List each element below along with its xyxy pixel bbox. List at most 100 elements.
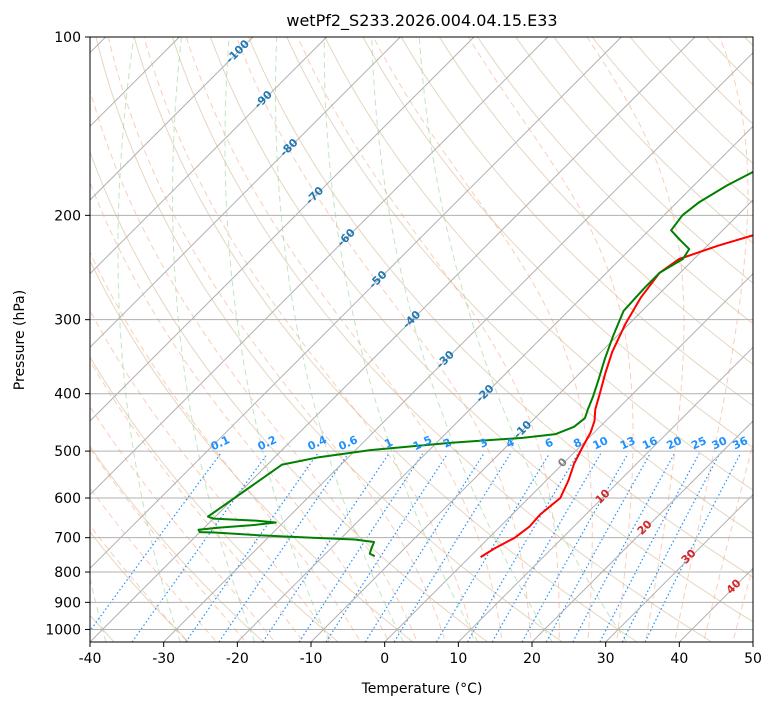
dry-adiabat-line xyxy=(438,37,753,366)
isotherm-line xyxy=(310,199,753,642)
moist-adiabat-line xyxy=(90,360,305,642)
dry-adiabat-line xyxy=(90,356,339,642)
mixing-ratio-line xyxy=(572,453,675,642)
x-tick-label: 0 xyxy=(380,651,389,667)
moist-adiabat-line xyxy=(372,37,593,642)
dry-adiabat-line xyxy=(477,37,753,325)
isotherm-line xyxy=(90,37,696,642)
mixing-ratio-line xyxy=(298,453,424,642)
y-tick-label: 1000 xyxy=(45,622,81,638)
temperature-line xyxy=(480,234,753,558)
pressure-gridlines xyxy=(90,37,753,630)
dry-adiabat-line xyxy=(95,37,563,642)
mixing-ratio-label: 20 xyxy=(665,434,685,452)
x-axis-ticks: -40 -30 -20 -10 0 10 20 30 40 50 xyxy=(79,642,762,667)
green-dashed-line xyxy=(90,575,107,642)
isotherm-line xyxy=(457,346,753,642)
mixing-ratio-label: 10 xyxy=(591,434,611,452)
mixing-ratio-label: 6 xyxy=(543,436,556,451)
mixing-ratio-line xyxy=(90,453,221,632)
dry-adiabat-line xyxy=(744,37,753,47)
dry-adiabat-line xyxy=(706,37,753,86)
y-tick-label: 600 xyxy=(54,491,81,507)
dry-adiabat-line xyxy=(133,37,638,642)
isotherm-line xyxy=(605,493,753,642)
moist-adiabat-line xyxy=(236,37,532,642)
moist-adiabat-line xyxy=(297,37,560,642)
mixing-ratio-line xyxy=(621,453,721,642)
isotherm-line xyxy=(90,37,475,422)
isotherms xyxy=(90,37,753,642)
y-tick-label: 900 xyxy=(54,595,81,611)
chart-title: wetPf2_S233.2026.004.04.15.E33 xyxy=(286,11,557,31)
moist-adiabat-line xyxy=(90,447,247,642)
y-axis-label: Pressure (hPa) xyxy=(12,290,28,390)
line-labels: -100-90-80-70-60-50-40-30-20-100.1 0.2 0.4… xyxy=(209,37,751,597)
mixing-ratio-label: 1.5 xyxy=(411,433,434,453)
moist-adiabat-line xyxy=(143,37,475,642)
moist-adiabat-line xyxy=(107,37,447,642)
mixing-ratio-line xyxy=(521,453,629,642)
moist-adiabat-line xyxy=(90,524,188,642)
dry-adiabat-line xyxy=(248,37,753,578)
mixing-ratio-label: 0.2 xyxy=(256,433,279,453)
moist-adiabat-line xyxy=(90,88,418,642)
dry-adiabat-line xyxy=(90,150,488,642)
mixing-ratio-line xyxy=(599,453,700,642)
x-tick-label: 30 xyxy=(597,651,615,667)
dry-adiabat-line xyxy=(90,531,190,642)
moist-adiabat-label: 30 xyxy=(679,546,699,566)
dry-adiabat-line xyxy=(629,37,753,165)
isotherm-line xyxy=(90,37,401,349)
dewpoint-line xyxy=(197,170,753,558)
mixing-ratio-label: 16 xyxy=(640,434,660,452)
x-tick-label: 40 xyxy=(670,651,688,667)
plot-area: -100-90-80-70-60-50-40-30-20-100.1 0.2 0.4… xyxy=(90,37,753,642)
moist-adiabat-line xyxy=(90,309,333,642)
moist-adiabat-line xyxy=(90,180,390,642)
mixing-ratio-line xyxy=(466,453,579,642)
isotherm-line xyxy=(163,51,753,642)
mixing-ratio-line xyxy=(218,453,349,642)
y-tick-label: 100 xyxy=(54,30,81,46)
green-dashed-line xyxy=(418,37,627,642)
dry-adiabat-line xyxy=(400,37,753,407)
isotherm-line xyxy=(236,125,753,642)
dry-adiabats xyxy=(90,37,753,642)
isotherm-line xyxy=(90,37,328,275)
plot-frame xyxy=(89,36,754,643)
mixing-ratio-label: 36 xyxy=(731,434,751,452)
moist-adiabats xyxy=(90,37,753,642)
mixing-ratio-label: 25 xyxy=(689,434,708,452)
mixing-ratio-label: 0.4 xyxy=(306,433,329,453)
y-tick-label: 500 xyxy=(54,444,81,460)
dry-adiabat-line xyxy=(171,37,712,642)
mixing-ratio-line xyxy=(185,453,318,642)
moist-adiabat-line xyxy=(90,405,276,642)
x-tick-label: 50 xyxy=(744,651,762,667)
dry-adiabat-line xyxy=(591,37,753,204)
isotherm-line xyxy=(90,37,254,201)
moist-adiabat-line xyxy=(586,37,685,642)
moist-adiabat-line xyxy=(674,37,749,642)
x-tick-label: 20 xyxy=(523,651,541,667)
x-axis-label: Temperature (°C) xyxy=(361,681,483,697)
mixing-ratio-line xyxy=(364,453,485,642)
profile-series xyxy=(197,170,753,558)
y-tick-label: 700 xyxy=(54,531,81,547)
y-tick-label: 200 xyxy=(54,208,81,224)
green-dashed-curves xyxy=(90,37,627,642)
mixing-ratio-label: 30 xyxy=(710,434,730,452)
dry-adiabat-line xyxy=(90,445,264,642)
moist-adiabat-label: 10 xyxy=(593,486,613,506)
x-tick-label: -10 xyxy=(300,651,323,667)
y-tick-label: 400 xyxy=(54,387,81,403)
moist-adiabat-line xyxy=(732,564,753,642)
mixing-ratio-line xyxy=(325,453,449,642)
isotherm-line xyxy=(90,37,622,570)
dry-adiabat-line xyxy=(553,37,753,244)
y-tick-label: 800 xyxy=(54,565,81,581)
green-dashed-line xyxy=(275,37,404,642)
dry-adiabat-line xyxy=(210,37,753,623)
dry-adiabat-line xyxy=(515,37,753,284)
